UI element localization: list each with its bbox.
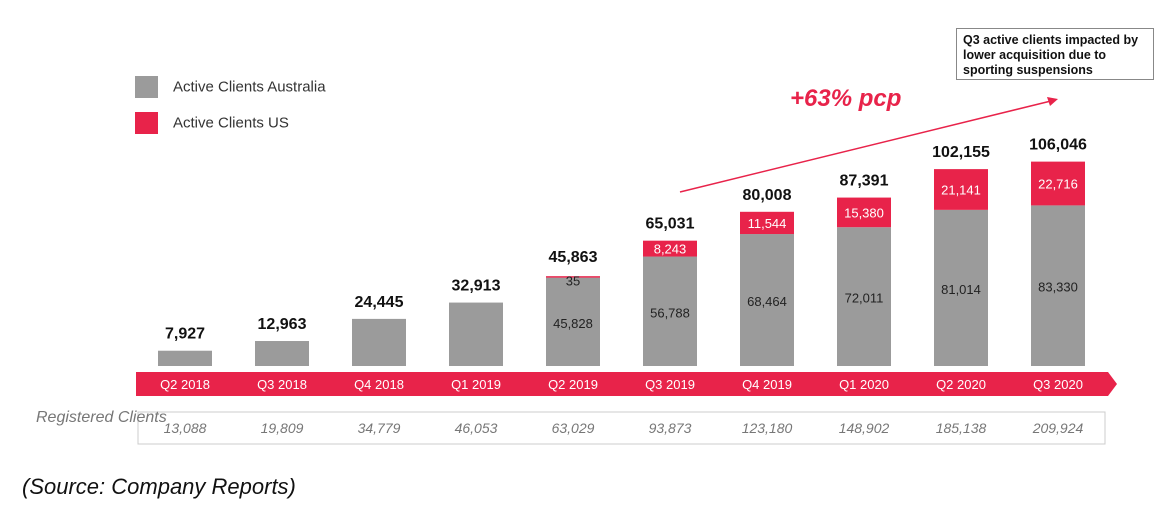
bar-label-us: 11,544 <box>748 216 787 231</box>
bar-label-us: 22,716 <box>1038 177 1078 192</box>
growth-arrow-line <box>679 99 1056 193</box>
bar-australia <box>158 350 212 366</box>
bar-australia <box>1031 205 1085 366</box>
bar-us <box>837 197 891 228</box>
bar-australia <box>352 318 406 366</box>
bar-label-australia: 72,011 <box>845 291 884 306</box>
legend-item-us: Active Clients US <box>135 112 289 134</box>
x-tick-label: Q2 2018 <box>160 377 210 392</box>
bar-total-label: 80,008 <box>743 187 792 204</box>
registered-clients-value: 93,873 <box>649 420 692 436</box>
bar-us <box>934 169 988 210</box>
registered-clients-value: 34,779 <box>358 420 401 436</box>
x-tick-label: Q4 2018 <box>354 377 404 392</box>
registered-clients-value: 19,809 <box>261 420 304 436</box>
bar-label-us: 15,380 <box>844 205 884 220</box>
bar-total-label: 7,927 <box>165 326 205 343</box>
bar-total-label: 24,445 <box>355 294 404 311</box>
bar-australia <box>449 302 503 366</box>
bar-label-australia: 68,464 <box>747 294 787 309</box>
axis-band <box>136 372 1117 396</box>
bar-us <box>546 276 600 278</box>
registered-clients-value: 148,902 <box>839 420 890 436</box>
bar-total-label: 45,863 <box>549 249 598 266</box>
bar-australia <box>643 256 697 366</box>
legend-label-australia: Active Clients Australia <box>173 78 326 96</box>
bar-australia <box>255 341 309 366</box>
bar-label-us: 8,243 <box>654 242 687 257</box>
bar-label-australia: 56,788 <box>650 305 690 320</box>
bar-australia <box>740 234 794 366</box>
x-tick-label: Q3 2018 <box>257 377 307 392</box>
x-tick-label: Q4 2019 <box>742 377 792 392</box>
legend-item-australia: Active Clients Australia <box>135 76 326 98</box>
bar-label-australia: 83,330 <box>1038 280 1078 295</box>
registered-clients-value: 209,924 <box>1032 420 1084 436</box>
source-note: (Source: Company Reports) <box>22 474 296 499</box>
bar-total-label: 65,031 <box>646 216 695 233</box>
registered-clients-value: 13,088 <box>164 420 207 436</box>
bar-total-label: 87,391 <box>840 173 889 190</box>
bar-total-label: 12,963 <box>258 316 307 333</box>
growth-arrow-head <box>1047 97 1058 106</box>
bar-total-label: 32,913 <box>452 278 501 295</box>
bar-us <box>740 211 794 235</box>
registered-clients-value: 63,029 <box>552 420 595 436</box>
registered-clients-value: 46,053 <box>455 420 498 436</box>
bar-australia <box>934 209 988 366</box>
bar-label-australia: 45,828 <box>553 316 593 331</box>
bar-label-australia: 81,014 <box>941 282 981 297</box>
bar-label-us: 21,141 <box>941 182 981 197</box>
growth-annotation: +63% pcp <box>790 85 902 112</box>
bar-us <box>1031 161 1085 206</box>
bar-total-label: 106,046 <box>1029 137 1087 154</box>
registered-clients-value: 185,138 <box>936 420 987 436</box>
callout-box: Q3 active clients impacted by lower acqu… <box>956 28 1154 80</box>
bar-australia <box>546 277 600 366</box>
registered-clients-value: 123,180 <box>742 420 793 436</box>
legend-label-us: Active Clients US <box>173 114 289 132</box>
bar-total-label: 102,155 <box>932 144 990 161</box>
x-tick-label: Q1 2019 <box>451 377 501 392</box>
x-tick-label: Q1 2020 <box>839 377 889 392</box>
bar-australia <box>837 227 891 366</box>
registered-clients-label: Registered Clients <box>36 409 167 426</box>
legend-swatch-us <box>135 112 158 134</box>
registered-clients-row <box>137 411 1106 445</box>
legend-swatch-australia <box>135 76 158 98</box>
bar-label-us: 35 <box>566 274 580 289</box>
bar-us <box>643 240 697 257</box>
x-tick-label: Q2 2019 <box>548 377 598 392</box>
x-tick-label: Q3 2020 <box>1033 377 1083 392</box>
x-tick-label: Q3 2019 <box>645 377 695 392</box>
x-tick-label: Q2 2020 <box>936 377 986 392</box>
